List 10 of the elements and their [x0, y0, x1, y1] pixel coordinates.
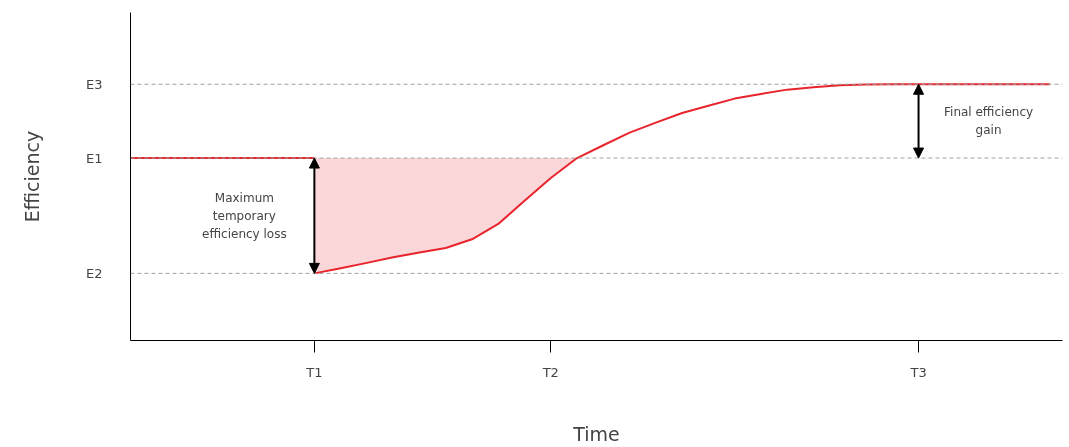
- x-axis-title: Time: [572, 422, 620, 445]
- annotation: Maximum temporary efficiency loss: [202, 190, 287, 241]
- ref-line-label: E2: [86, 265, 103, 281]
- ref-line-label: E3: [86, 76, 103, 92]
- x-tick-label: T1: [305, 364, 323, 380]
- ref-line-label: E1: [86, 150, 103, 166]
- y-axis-title: Efficiency: [21, 130, 44, 223]
- x-tick-label: T3: [909, 364, 927, 380]
- x-tick-label: T2: [541, 364, 559, 380]
- annotation: Final efficiency gain: [944, 105, 1034, 138]
